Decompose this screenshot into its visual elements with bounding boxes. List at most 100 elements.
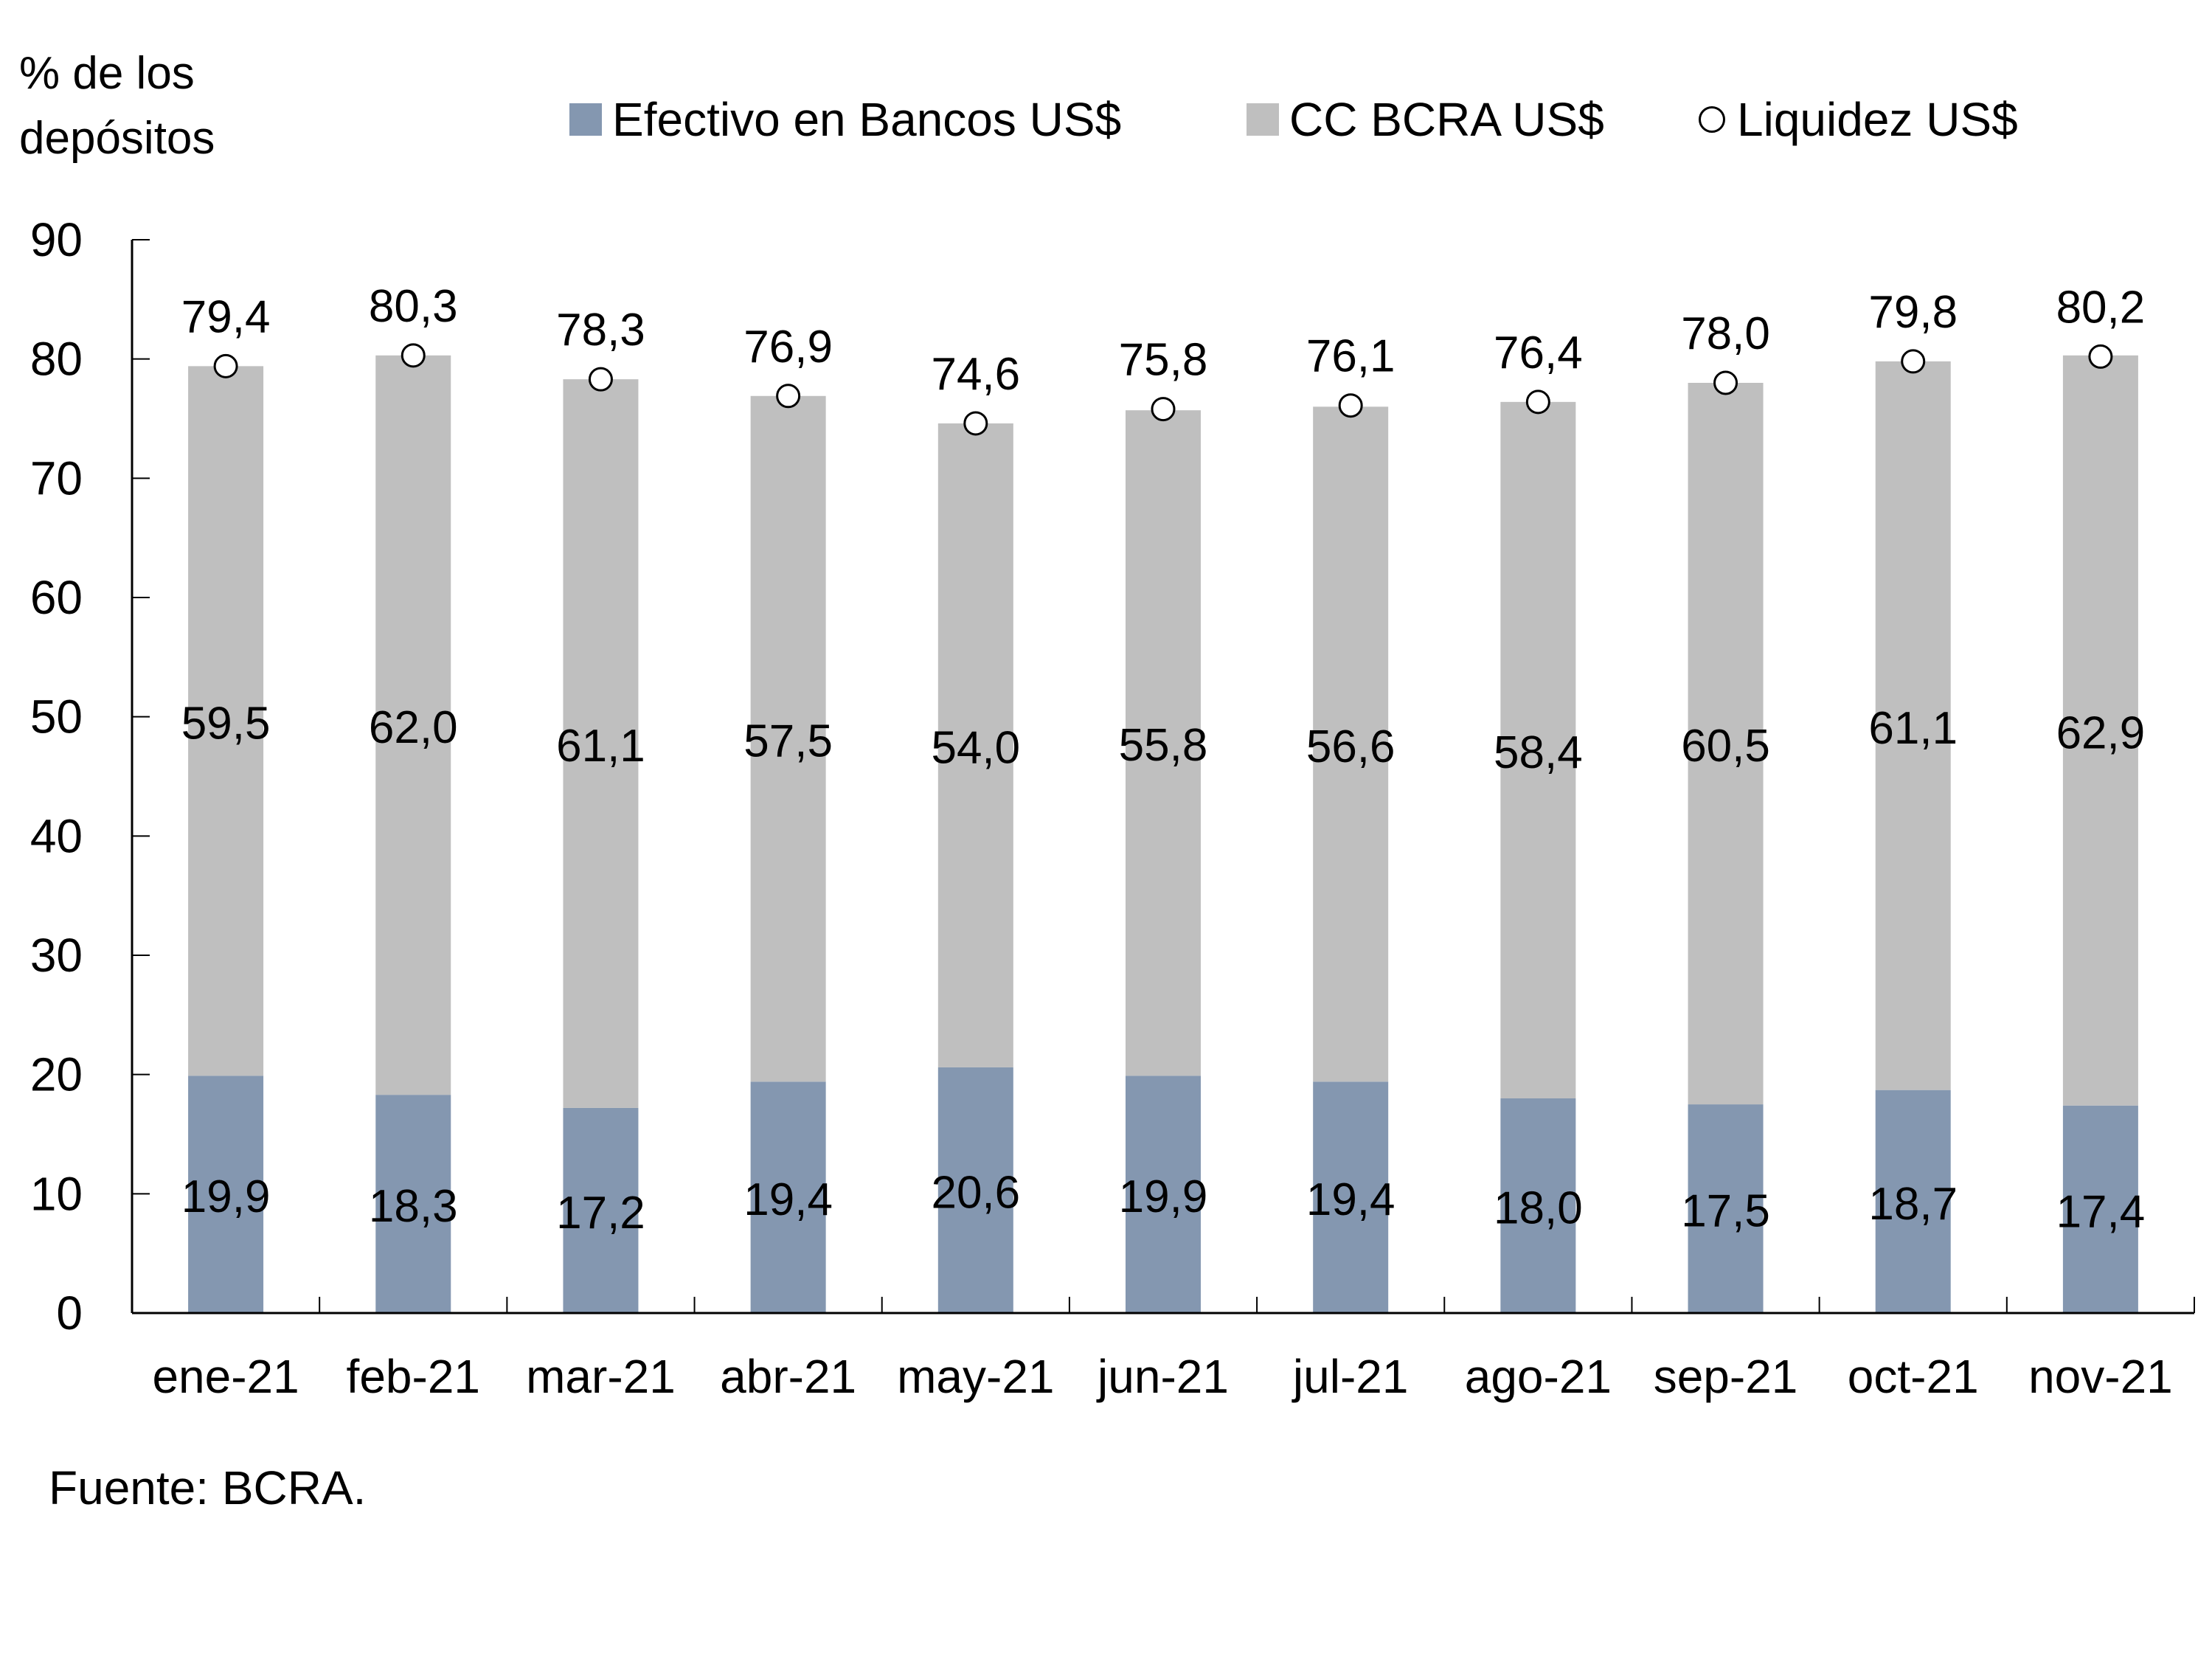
bar-efectivo bbox=[1688, 1104, 1764, 1313]
marker-liquidez bbox=[1525, 389, 1550, 415]
data-label-efectivo: 18,7 bbox=[1868, 1179, 1958, 1230]
y-tick-label: 40 bbox=[30, 809, 83, 862]
y-tick-label: 10 bbox=[30, 1167, 83, 1220]
x-tick-label: may-21 bbox=[897, 1350, 1054, 1403]
data-label-liquidez: 76,4 bbox=[1494, 328, 1583, 378]
data-label-cc-bcra: 57,5 bbox=[743, 716, 833, 767]
marker-liquidez bbox=[213, 353, 238, 378]
data-label-liquidez: 78,3 bbox=[556, 305, 645, 356]
legend-label-cc-bcra: CC BCRA US$ bbox=[1289, 93, 1604, 146]
bar-efectivo bbox=[937, 1067, 1013, 1313]
legend-label-efectivo: Efectivo en Bancos US$ bbox=[612, 93, 1122, 146]
y-axis-title: % de los depósitos bbox=[19, 41, 215, 171]
data-label-efectivo: 19,9 bbox=[1119, 1171, 1208, 1222]
data-label-efectivo: 18,3 bbox=[369, 1181, 458, 1232]
x-tick-label: ene-21 bbox=[152, 1350, 299, 1403]
bar-efectivo bbox=[1500, 1098, 1576, 1313]
data-label-cc-bcra: 55,8 bbox=[1119, 720, 1208, 771]
x-tick-label: abr-21 bbox=[720, 1350, 856, 1403]
y-tick-label: 70 bbox=[30, 451, 83, 505]
legend-swatch-efectivo bbox=[569, 103, 602, 136]
legend-marker-liquidez bbox=[1699, 106, 1725, 133]
bar-cc-bcra bbox=[1313, 406, 1389, 1082]
legend-item-liquidez: Liquidez US$ bbox=[1699, 90, 2018, 149]
bar-cc-bcra bbox=[375, 355, 451, 1095]
data-label-liquidez: 80,2 bbox=[2056, 282, 2146, 333]
data-label-cc-bcra: 56,6 bbox=[1306, 721, 1395, 772]
x-tick-label: feb-21 bbox=[347, 1350, 480, 1403]
bar-cc-bcra bbox=[188, 366, 264, 1076]
x-tick-label: mar-21 bbox=[526, 1350, 676, 1403]
legend-item-efectivo: Efectivo en Bancos US$ bbox=[569, 90, 1121, 149]
x-tick-label: oct-21 bbox=[1848, 1350, 1979, 1403]
x-tick-label: ago-21 bbox=[1465, 1350, 1612, 1403]
data-label-liquidez: 79,4 bbox=[181, 291, 271, 342]
bar-cc-bcra bbox=[563, 379, 639, 1108]
bar-efectivo bbox=[563, 1107, 639, 1313]
legend-label-liquidez: Liquidez US$ bbox=[1737, 93, 2018, 146]
data-label-efectivo: 17,4 bbox=[2056, 1186, 2146, 1237]
data-label-liquidez: 76,1 bbox=[1306, 331, 1395, 382]
bar-efectivo bbox=[2062, 1105, 2138, 1313]
data-label-efectivo: 19,4 bbox=[743, 1174, 833, 1225]
data-label-cc-bcra: 62,9 bbox=[2056, 707, 2146, 758]
y-axis-title-line-1: % de los bbox=[19, 48, 195, 99]
data-label-efectivo: 19,9 bbox=[181, 1171, 271, 1222]
y-tick-label: 20 bbox=[30, 1048, 83, 1101]
marker-liquidez bbox=[1713, 370, 1738, 395]
y-tick-label: 60 bbox=[30, 571, 83, 624]
data-label-efectivo: 17,5 bbox=[1681, 1186, 1770, 1237]
y-axis-title-line-2: depósitos bbox=[19, 113, 215, 164]
marker-liquidez bbox=[1901, 349, 1926, 374]
x-tick-label: sep-21 bbox=[1654, 1350, 1798, 1403]
data-label-efectivo: 18,0 bbox=[1494, 1183, 1583, 1234]
data-label-cc-bcra: 62,0 bbox=[369, 702, 458, 753]
bar-efectivo bbox=[375, 1095, 451, 1313]
bar-cc-bcra bbox=[1500, 401, 1576, 1098]
y-tick-label: 30 bbox=[30, 929, 83, 982]
y-tick-label: 90 bbox=[30, 213, 83, 266]
bar-efectivo bbox=[1126, 1076, 1201, 1313]
bar-cc-bcra bbox=[937, 423, 1013, 1067]
data-label-liquidez: 75,8 bbox=[1119, 335, 1208, 386]
data-label-efectivo: 19,4 bbox=[1306, 1174, 1395, 1225]
source-note: Fuente: BCRA. bbox=[49, 1461, 367, 1514]
bar-efectivo bbox=[1313, 1081, 1389, 1313]
x-tick-label: jun-21 bbox=[1096, 1350, 1229, 1403]
legend-item-cc-bcra: CC BCRA US$ bbox=[1247, 90, 1604, 149]
bar-efectivo bbox=[750, 1081, 826, 1313]
bar-efectivo bbox=[1875, 1090, 1951, 1313]
data-label-liquidez: 78,0 bbox=[1681, 308, 1770, 359]
y-tick-label: 80 bbox=[30, 333, 83, 386]
marker-liquidez bbox=[588, 367, 613, 392]
data-label-efectivo: 20,6 bbox=[931, 1167, 1020, 1218]
bar-efectivo bbox=[188, 1076, 264, 1313]
data-label-liquidez: 74,6 bbox=[931, 349, 1020, 400]
data-label-liquidez: 76,9 bbox=[743, 322, 833, 373]
marker-liquidez bbox=[401, 343, 426, 368]
data-label-cc-bcra: 61,1 bbox=[556, 721, 645, 772]
bar-cc-bcra bbox=[2062, 355, 2138, 1106]
marker-liquidez bbox=[963, 411, 988, 436]
x-tick-label: jul-21 bbox=[1292, 1350, 1409, 1403]
bar-cc-bcra bbox=[1126, 410, 1201, 1076]
data-label-cc-bcra: 61,1 bbox=[1868, 703, 1958, 754]
marker-liquidez bbox=[776, 384, 801, 409]
data-label-liquidez: 79,8 bbox=[1868, 287, 1958, 338]
data-label-cc-bcra: 58,4 bbox=[1494, 727, 1583, 778]
bar-cc-bcra bbox=[750, 395, 826, 1082]
data-label-liquidez: 80,3 bbox=[369, 281, 458, 332]
bar-cc-bcra bbox=[1875, 361, 1951, 1090]
legend-swatch-cc-bcra bbox=[1247, 103, 1279, 136]
data-label-cc-bcra: 59,5 bbox=[181, 698, 271, 749]
x-tick-label: nov-21 bbox=[2028, 1350, 2173, 1403]
data-label-cc-bcra: 54,0 bbox=[931, 722, 1020, 773]
marker-liquidez bbox=[2088, 344, 2113, 369]
data-label-efectivo: 17,2 bbox=[556, 1188, 645, 1239]
y-tick-label: 50 bbox=[30, 690, 83, 744]
bar-cc-bcra bbox=[1688, 383, 1764, 1105]
marker-liquidez bbox=[1151, 397, 1176, 422]
y-tick-label: 0 bbox=[56, 1286, 83, 1340]
data-label-cc-bcra: 60,5 bbox=[1681, 721, 1770, 772]
